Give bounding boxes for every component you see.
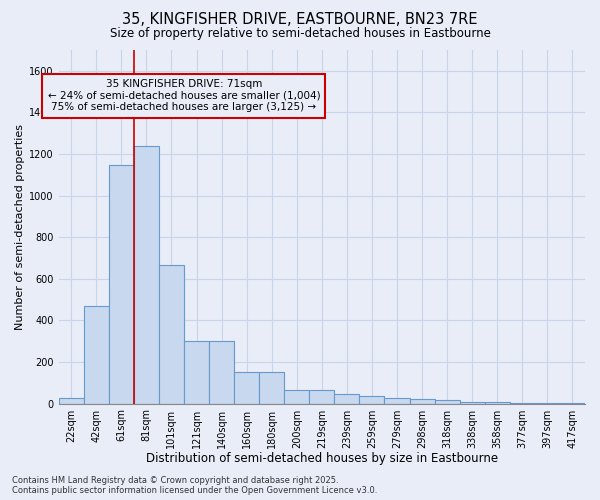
Text: 35 KINGFISHER DRIVE: 71sqm
← 24% of semi-detached houses are smaller (1,004)
75%: 35 KINGFISHER DRIVE: 71sqm ← 24% of semi… xyxy=(47,79,320,112)
Bar xyxy=(309,390,334,404)
Bar xyxy=(259,372,284,404)
Bar xyxy=(159,266,184,404)
Bar xyxy=(334,394,359,404)
Bar xyxy=(359,396,385,404)
Bar xyxy=(510,402,535,404)
Bar xyxy=(410,400,434,404)
Bar xyxy=(385,398,410,404)
Y-axis label: Number of semi-detached properties: Number of semi-detached properties xyxy=(15,124,25,330)
Bar xyxy=(134,146,159,404)
X-axis label: Distribution of semi-detached houses by size in Eastbourne: Distribution of semi-detached houses by … xyxy=(146,452,498,465)
Bar xyxy=(109,166,134,404)
Bar xyxy=(234,372,259,404)
Bar xyxy=(284,390,309,404)
Bar xyxy=(485,402,510,404)
Bar xyxy=(84,306,109,404)
Text: 35, KINGFISHER DRIVE, EASTBOURNE, BN23 7RE: 35, KINGFISHER DRIVE, EASTBOURNE, BN23 7… xyxy=(122,12,478,28)
Bar xyxy=(209,341,234,404)
Bar xyxy=(59,398,84,404)
Text: Contains HM Land Registry data © Crown copyright and database right 2025.
Contai: Contains HM Land Registry data © Crown c… xyxy=(12,476,377,495)
Bar xyxy=(434,400,460,404)
Bar xyxy=(460,402,485,404)
Bar xyxy=(184,341,209,404)
Text: Size of property relative to semi-detached houses in Eastbourne: Size of property relative to semi-detach… xyxy=(110,28,490,40)
Bar xyxy=(535,403,560,404)
